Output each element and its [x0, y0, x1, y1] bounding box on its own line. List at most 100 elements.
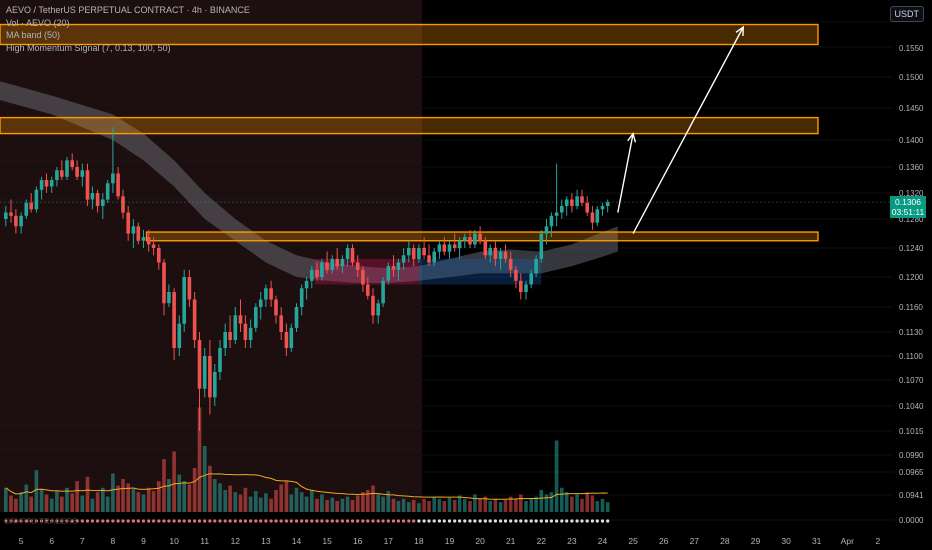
candle-body[interactable] [519, 280, 523, 293]
candle-body[interactable] [417, 248, 421, 259]
symbol-title[interactable]: AEVO / TetherUS PERPETUAL CONTRACT · 4h … [6, 5, 250, 15]
candle-body[interactable] [524, 284, 528, 293]
candle-body[interactable] [70, 160, 74, 168]
candle-body[interactable] [101, 199, 105, 207]
candle-body[interactable] [575, 196, 579, 207]
candle-body[interactable] [264, 288, 268, 300]
candle-body[interactable] [407, 248, 411, 256]
candle-body[interactable] [223, 332, 227, 348]
candle-body[interactable] [361, 269, 365, 285]
candle-body[interactable] [146, 237, 151, 245]
candle-body[interactable] [60, 170, 64, 177]
candle-body[interactable] [192, 299, 197, 341]
candle-body[interactable] [182, 277, 186, 324]
candle-body[interactable] [549, 215, 554, 227]
candle-body[interactable] [157, 248, 161, 263]
candle-body[interactable] [539, 233, 544, 259]
candle-body[interactable] [447, 244, 452, 252]
candle-body[interactable] [9, 212, 13, 216]
candle-body[interactable] [457, 240, 462, 249]
candle-body[interactable] [29, 202, 33, 210]
candle-body[interactable] [554, 212, 559, 216]
candle-body[interactable] [386, 266, 391, 281]
candle-body[interactable] [80, 170, 85, 177]
candle-body[interactable] [90, 193, 95, 200]
candle-body[interactable] [371, 295, 375, 316]
candle-body[interactable] [284, 332, 289, 348]
candle-body[interactable] [463, 237, 467, 241]
candle-body[interactable] [411, 248, 416, 259]
candle-body[interactable] [437, 244, 442, 252]
candle-body[interactable] [483, 240, 488, 256]
candle-body[interactable] [345, 248, 350, 259]
projection-arrow[interactable] [632, 26, 744, 234]
candle-body[interactable] [218, 348, 222, 372]
candle-body[interactable] [355, 262, 360, 270]
candle-body[interactable] [136, 226, 141, 241]
candle-body[interactable] [34, 189, 39, 210]
candle-body[interactable] [126, 212, 130, 234]
resistance-zone[interactable] [145, 231, 819, 242]
candle-body[interactable] [315, 269, 319, 278]
candle-body[interactable] [202, 356, 207, 389]
candle-body[interactable] [111, 173, 115, 184]
candle-body[interactable] [544, 226, 549, 234]
candle-body[interactable] [427, 255, 431, 263]
candle-body[interactable] [177, 323, 182, 348]
ma-band-indicator-label[interactable]: MA band (50) [6, 30, 61, 40]
candle-body[interactable] [19, 215, 23, 227]
candle-body[interactable] [274, 299, 278, 316]
candle-body[interactable] [325, 262, 329, 270]
candle-body[interactable] [590, 212, 595, 223]
candle-body[interactable] [294, 307, 299, 328]
currency-button[interactable]: USDT [889, 6, 924, 22]
candle-body[interactable] [95, 193, 100, 206]
candle-body[interactable] [131, 226, 136, 234]
candle-body[interactable] [473, 233, 477, 245]
candle-body[interactable] [213, 372, 217, 398]
signal-indicator-label[interactable]: High Momentum Signal (7, 0.13, 100, 50) [6, 42, 171, 53]
candle-body[interactable] [493, 248, 498, 259]
candle-body[interactable] [488, 248, 492, 256]
resistance-zone[interactable] [0, 23, 819, 46]
candle-body[interactable] [340, 258, 345, 267]
candle-body[interactable] [564, 199, 569, 207]
candle-body[interactable] [442, 244, 447, 252]
candle-body[interactable] [534, 258, 538, 274]
candle-body[interactable] [508, 258, 513, 270]
candle-body[interactable] [141, 237, 146, 241]
candle-body[interactable] [151, 244, 156, 248]
candle-body[interactable] [366, 284, 370, 296]
candle-body[interactable] [498, 251, 503, 259]
candle-body[interactable] [529, 273, 533, 285]
candle-body[interactable] [350, 248, 355, 263]
candle-body[interactable] [248, 327, 253, 340]
candle-body[interactable] [560, 206, 564, 213]
candle-body[interactable] [49, 180, 54, 187]
candle-body[interactable] [197, 340, 202, 389]
candle-body[interactable] [468, 237, 472, 245]
candle-body[interactable] [228, 332, 232, 340]
candle-body[interactable] [595, 209, 600, 223]
candle-body[interactable] [478, 233, 482, 241]
candle-body[interactable] [503, 251, 508, 259]
candle-body[interactable] [401, 255, 406, 263]
candle-body[interactable] [187, 277, 192, 300]
candle-body[interactable] [320, 262, 324, 278]
candle-body[interactable] [585, 202, 589, 213]
candle-body[interactable] [396, 262, 401, 270]
candle-body[interactable] [269, 288, 273, 300]
candle-body[interactable] [514, 269, 518, 281]
candle-body[interactable] [376, 303, 380, 316]
candle-body[interactable] [238, 315, 243, 324]
candle-body[interactable] [243, 323, 248, 340]
candle-body[interactable] [600, 206, 605, 210]
candle-body[interactable] [44, 180, 49, 187]
candle-body[interactable] [167, 292, 171, 304]
candle-body[interactable] [105, 183, 110, 200]
candle-body[interactable] [116, 173, 120, 197]
candle-body[interactable] [24, 202, 29, 216]
candle-body[interactable] [172, 292, 176, 348]
volume-indicator-label[interactable]: Vol · AEVO (20) [6, 17, 70, 28]
